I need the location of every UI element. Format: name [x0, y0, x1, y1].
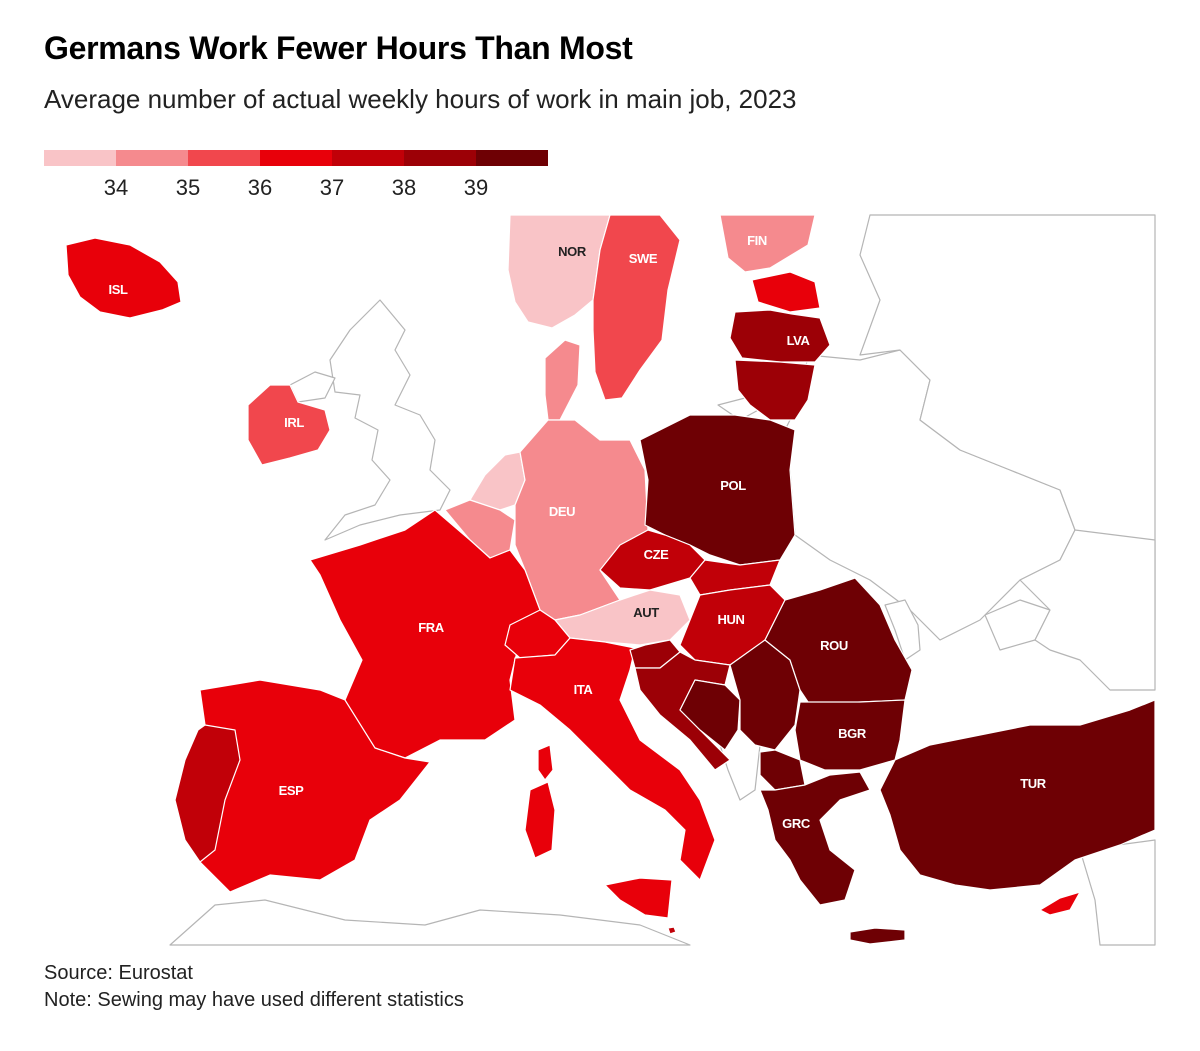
island-crete: [849, 927, 906, 945]
label-fin: FIN: [747, 233, 767, 248]
label-hun: HUN: [718, 612, 745, 627]
label-grc: GRC: [782, 816, 811, 831]
legend-swatch-5: [332, 150, 404, 166]
legend-swatch-3: [188, 150, 260, 166]
land-north-africa: [169, 899, 691, 946]
country-cze: [599, 529, 706, 591]
legend-swatch-7: [476, 150, 548, 166]
country-grc: [759, 771, 871, 906]
island-corsica: [537, 744, 554, 781]
country-tur: [879, 699, 1156, 891]
country-deu: [514, 419, 649, 621]
country-irl: [247, 384, 331, 466]
chart-title: Germans Work Fewer Hours Than Most: [44, 30, 633, 66]
chart-subtitle: Average number of actual weekly hours of…: [44, 84, 797, 114]
label-bgr: BGR: [838, 726, 867, 741]
country-mkd: [759, 749, 806, 791]
label-aut: AUT: [633, 605, 659, 620]
color-legend: 34 35 36 37 38 39: [44, 150, 548, 200]
country-mlt: [667, 926, 677, 935]
country-bih: [679, 679, 741, 751]
country-swe: [592, 214, 681, 401]
land-moldova: [884, 599, 921, 661]
country-est: [751, 271, 821, 313]
country-rou: [764, 577, 913, 706]
label-irl: IRL: [284, 415, 304, 430]
land-russia-southeast: [1019, 529, 1156, 691]
country-isl: [65, 237, 182, 319]
label-nor: NOR: [558, 244, 587, 259]
country-fra: [309, 509, 541, 759]
label-pol: POL: [720, 478, 746, 493]
legend-tick-36: 36: [247, 175, 273, 200]
legend-tick-38: 38: [391, 175, 417, 200]
legend-tick-34: 34: [103, 175, 129, 200]
label-rou: ROU: [820, 638, 848, 653]
europe-map: ISL NOR SWE FIN LVA IRL DEU POL CZE AUT …: [65, 214, 1156, 946]
land-great-britain: [324, 299, 451, 541]
label-fra: FRA: [418, 620, 445, 635]
label-deu: DEU: [549, 504, 575, 519]
country-dnk: [544, 339, 581, 421]
label-lva: LVA: [787, 333, 811, 348]
land-northern-ireland: [289, 371, 336, 403]
label-isl: ISL: [108, 282, 127, 297]
legend-swatch-2: [116, 150, 188, 166]
legend-swatch-4: [260, 150, 332, 166]
country-fin: [719, 214, 816, 273]
land-near-east: [1079, 839, 1156, 946]
country-ita: [509, 637, 716, 881]
country-bgr: [794, 699, 906, 771]
label-esp: ESP: [279, 783, 305, 798]
legend-tick-37: 37: [319, 175, 345, 200]
country-ltu: [734, 359, 816, 421]
label-tur: TUR: [1020, 776, 1047, 791]
source-note: Source: Eurostat: [44, 962, 193, 984]
legend-tick-35: 35: [175, 175, 201, 200]
legend-swatch-6: [404, 150, 476, 166]
label-swe: SWE: [629, 251, 658, 266]
footnote: Note: Sewing may have used different sta…: [44, 989, 464, 1011]
country-ita-sicily: [604, 877, 673, 919]
label-ita: ITA: [574, 682, 594, 697]
country-ita-sardinia: [524, 781, 556, 859]
country-lva: [729, 309, 831, 363]
country-cyp: [1039, 891, 1081, 916]
label-cze: CZE: [644, 547, 670, 562]
legend-tick-39: 39: [463, 175, 489, 200]
legend-swatch-1: [44, 150, 116, 166]
country-prt: [174, 724, 241, 863]
